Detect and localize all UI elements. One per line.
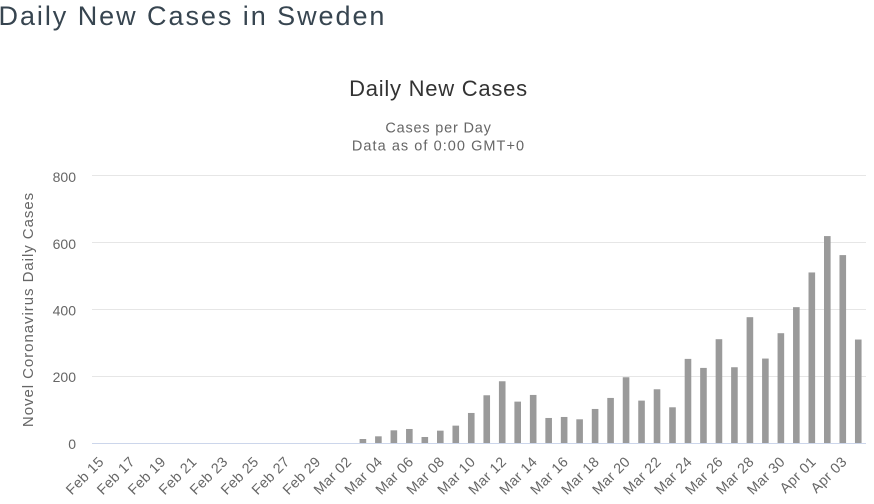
svg-text:400: 400 bbox=[53, 303, 77, 319]
svg-text:600: 600 bbox=[53, 236, 77, 252]
svg-text:Novel Coronavirus Daily Cases: Novel Coronavirus Daily Cases bbox=[20, 192, 37, 427]
svg-text:Data as of 0:00 GMT+0: Data as of 0:00 GMT+0 bbox=[352, 139, 525, 155]
svg-text:800: 800 bbox=[53, 169, 77, 185]
svg-text:200: 200 bbox=[53, 369, 77, 385]
svg-text:Daily New Cases: Daily New Cases bbox=[349, 76, 528, 101]
svg-text:Cases per Day: Cases per Day bbox=[385, 121, 491, 137]
svg-text:0: 0 bbox=[68, 436, 76, 452]
